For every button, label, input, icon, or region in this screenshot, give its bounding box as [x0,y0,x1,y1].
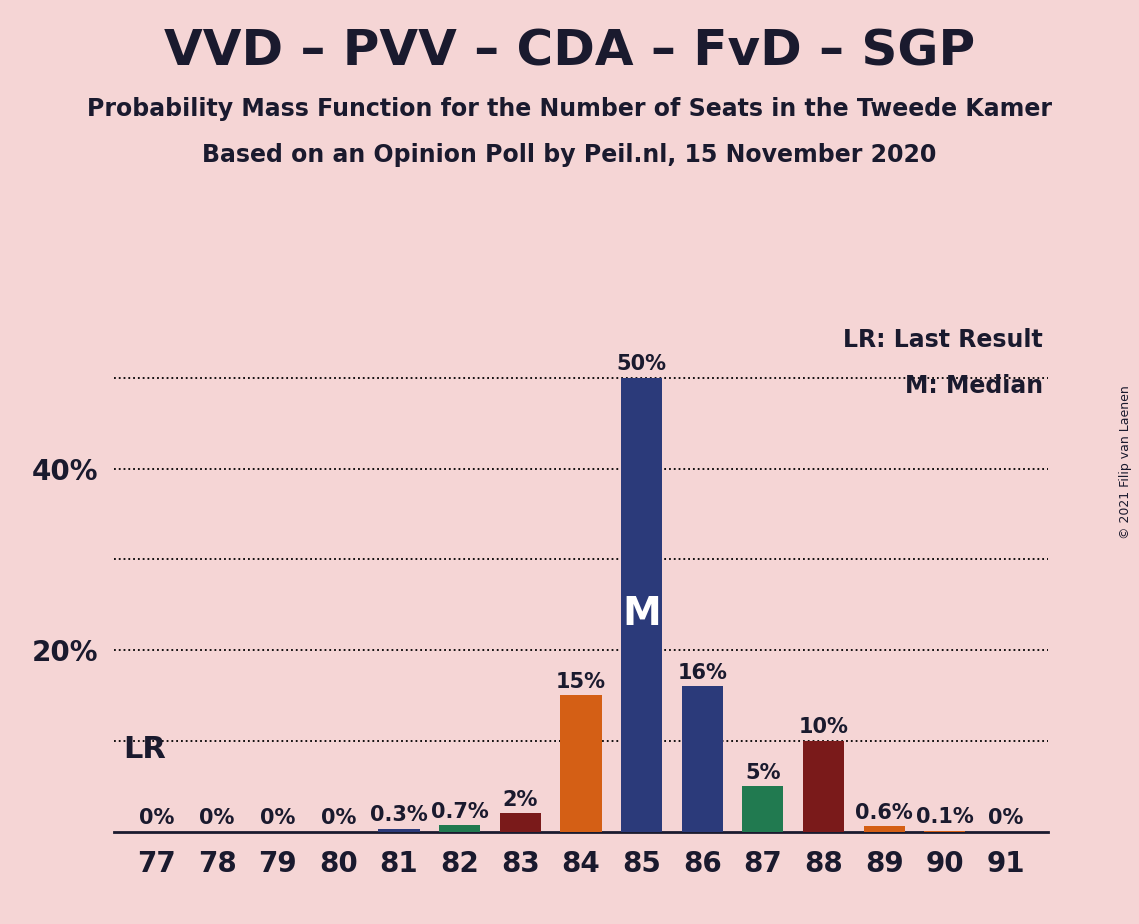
Text: 0%: 0% [260,808,295,828]
Text: LR: Last Result: LR: Last Result [844,328,1043,352]
Text: M: Median: M: Median [906,374,1043,398]
Text: 2%: 2% [502,790,538,809]
Bar [500,813,541,832]
Bar [743,786,784,832]
Text: Based on an Opinion Poll by Peil.nl, 15 November 2020: Based on an Opinion Poll by Peil.nl, 15 … [203,143,936,167]
Text: 0%: 0% [199,808,235,828]
Text: © 2021 Filip van Laenen: © 2021 Filip van Laenen [1118,385,1132,539]
Text: M: M [622,595,661,633]
Text: 0.7%: 0.7% [431,802,489,821]
Text: 15%: 15% [556,672,606,692]
Bar [378,829,419,832]
Text: 16%: 16% [678,663,727,683]
Text: 0.1%: 0.1% [916,807,974,827]
Text: 5%: 5% [745,762,780,783]
Text: 0.3%: 0.3% [370,805,428,825]
Text: 0%: 0% [988,808,1023,828]
Text: Probability Mass Function for the Number of Seats in the Tweede Kamer: Probability Mass Function for the Number… [87,97,1052,121]
Text: 0%: 0% [139,808,174,828]
Bar [863,826,904,832]
Text: LR: LR [123,736,166,764]
Text: 0.6%: 0.6% [855,803,913,822]
Bar [621,378,662,832]
Text: VVD – PVV – CDA – FvD – SGP: VVD – PVV – CDA – FvD – SGP [164,28,975,76]
Bar [681,687,723,832]
Text: 50%: 50% [616,354,666,374]
Text: 0%: 0% [320,808,357,828]
Bar [560,696,601,832]
Text: 10%: 10% [798,717,849,737]
Bar [439,825,481,832]
Bar [803,741,844,832]
